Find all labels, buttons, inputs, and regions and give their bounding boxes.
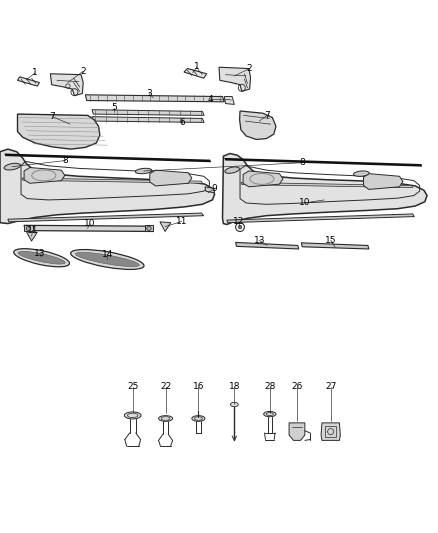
Ellipse shape (192, 416, 205, 421)
Polygon shape (224, 96, 234, 104)
Polygon shape (4, 154, 211, 162)
Ellipse shape (225, 167, 240, 173)
Polygon shape (18, 77, 39, 86)
Polygon shape (224, 158, 422, 167)
Text: 10: 10 (299, 198, 310, 207)
Text: 16: 16 (193, 382, 204, 391)
Text: 13: 13 (254, 236, 265, 245)
Polygon shape (227, 214, 414, 223)
Ellipse shape (135, 168, 152, 174)
Text: 9: 9 (212, 184, 218, 193)
Polygon shape (24, 167, 65, 183)
Text: 12: 12 (233, 217, 244, 227)
Text: 1: 1 (32, 68, 38, 77)
Ellipse shape (14, 249, 70, 267)
Polygon shape (240, 111, 276, 140)
Polygon shape (241, 182, 413, 188)
Circle shape (238, 225, 242, 229)
Polygon shape (205, 187, 215, 193)
Polygon shape (219, 67, 251, 91)
Polygon shape (243, 171, 283, 187)
Polygon shape (50, 74, 83, 96)
Polygon shape (223, 154, 427, 224)
Text: 11: 11 (27, 225, 39, 235)
Polygon shape (364, 174, 403, 189)
Polygon shape (301, 243, 369, 249)
Polygon shape (18, 114, 100, 149)
Text: 15: 15 (325, 236, 336, 245)
Polygon shape (85, 95, 224, 102)
Polygon shape (150, 170, 192, 186)
Polygon shape (92, 110, 204, 115)
Ellipse shape (353, 171, 369, 176)
Ellipse shape (75, 253, 139, 266)
Text: 10: 10 (84, 219, 95, 228)
Text: 6: 6 (179, 118, 185, 127)
Text: 28: 28 (264, 382, 276, 391)
Polygon shape (22, 178, 202, 183)
Text: 4: 4 (208, 95, 213, 104)
Polygon shape (289, 423, 305, 440)
Text: 2: 2 (247, 64, 252, 73)
Text: 25: 25 (127, 382, 138, 391)
Text: 27: 27 (325, 382, 336, 391)
Ellipse shape (264, 411, 276, 417)
Ellipse shape (230, 402, 238, 407)
Text: 1: 1 (194, 62, 200, 71)
Ellipse shape (18, 252, 65, 264)
Text: 7: 7 (264, 111, 270, 120)
Text: 18: 18 (229, 382, 240, 391)
Text: 5: 5 (111, 103, 117, 112)
Text: 2: 2 (81, 67, 86, 76)
Polygon shape (160, 222, 171, 231)
Text: 13: 13 (34, 249, 45, 258)
Polygon shape (0, 149, 215, 223)
Polygon shape (321, 423, 340, 440)
Polygon shape (92, 117, 204, 123)
Ellipse shape (124, 412, 141, 419)
Ellipse shape (4, 163, 21, 170)
Polygon shape (24, 225, 33, 231)
Text: 3: 3 (146, 89, 152, 98)
Text: 14: 14 (102, 250, 113, 259)
Polygon shape (8, 213, 204, 222)
Circle shape (147, 226, 151, 231)
Text: 11: 11 (176, 217, 187, 226)
Text: 22: 22 (160, 382, 171, 391)
Polygon shape (24, 225, 153, 231)
Polygon shape (236, 243, 299, 249)
Text: 7: 7 (49, 112, 56, 121)
Polygon shape (184, 69, 207, 78)
Polygon shape (145, 225, 153, 231)
Text: 26: 26 (291, 382, 303, 391)
Ellipse shape (71, 249, 144, 269)
Text: 8: 8 (63, 156, 69, 165)
Circle shape (26, 226, 31, 231)
Text: 8: 8 (299, 158, 305, 167)
Ellipse shape (159, 416, 173, 421)
Polygon shape (26, 231, 37, 241)
